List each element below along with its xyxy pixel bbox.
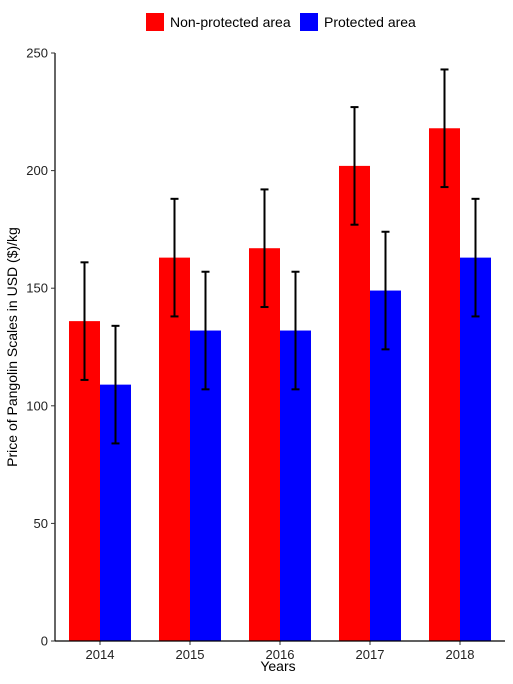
y-axis-title: Price of Pangolin Scales in USD ($)/kg [4, 227, 20, 467]
error-bar-nonprotected-2016 [260, 188, 269, 309]
y-tick-label-200: 200 [26, 163, 48, 178]
error-bar-protected-2017 [381, 230, 390, 351]
legend-label: Protected area [324, 14, 416, 30]
error-bar-protected-2018 [471, 197, 480, 318]
error-bars-group [80, 68, 480, 445]
bar-nonprotected-2015 [159, 257, 190, 641]
error-bar-nonprotected-2014 [80, 261, 89, 381]
legend-item-nonprotected: Non-protected area [146, 13, 291, 31]
x-tick-label-2017: 2017 [356, 647, 385, 662]
legend-swatch [300, 13, 318, 31]
error-bar-protected-2014 [111, 324, 120, 445]
x-tick-label-2018: 2018 [446, 647, 475, 662]
axes-group: 2014 2015 2016 2017 2018 0 50 100 150 200 250 [26, 46, 505, 662]
y-tick-label-250: 250 [26, 46, 48, 61]
x-tick-label-2016: 2016 [266, 647, 295, 662]
legend-swatch [146, 13, 164, 31]
legend-label: Non-protected area [170, 14, 291, 30]
bar-nonprotected-2018 [429, 128, 460, 641]
y-tick-label-50: 50 [34, 516, 48, 531]
y-tick-label-0: 0 [41, 634, 48, 649]
error-bar-nonprotected-2015 [170, 197, 179, 318]
error-bar-nonprotected-2018 [440, 68, 449, 189]
x-tick-label-2014: 2014 [86, 647, 115, 662]
x-axis-title: Years [260, 658, 295, 674]
y-tick-label-100: 100 [26, 398, 48, 413]
bars-group [69, 128, 491, 641]
x-tick-label-2015: 2015 [176, 647, 205, 662]
legend: Non-protected area Protected area [146, 13, 416, 31]
error-bar-protected-2016 [291, 270, 300, 391]
y-tick-label-150: 150 [26, 281, 48, 296]
error-bar-nonprotected-2017 [350, 106, 359, 226]
bar-protected-2018 [460, 257, 491, 641]
legend-item-protected: Protected area [300, 13, 416, 31]
bar-nonprotected-2017 [339, 165, 370, 641]
bar-nonprotected-2016 [249, 248, 280, 641]
error-bar-protected-2015 [201, 270, 210, 391]
